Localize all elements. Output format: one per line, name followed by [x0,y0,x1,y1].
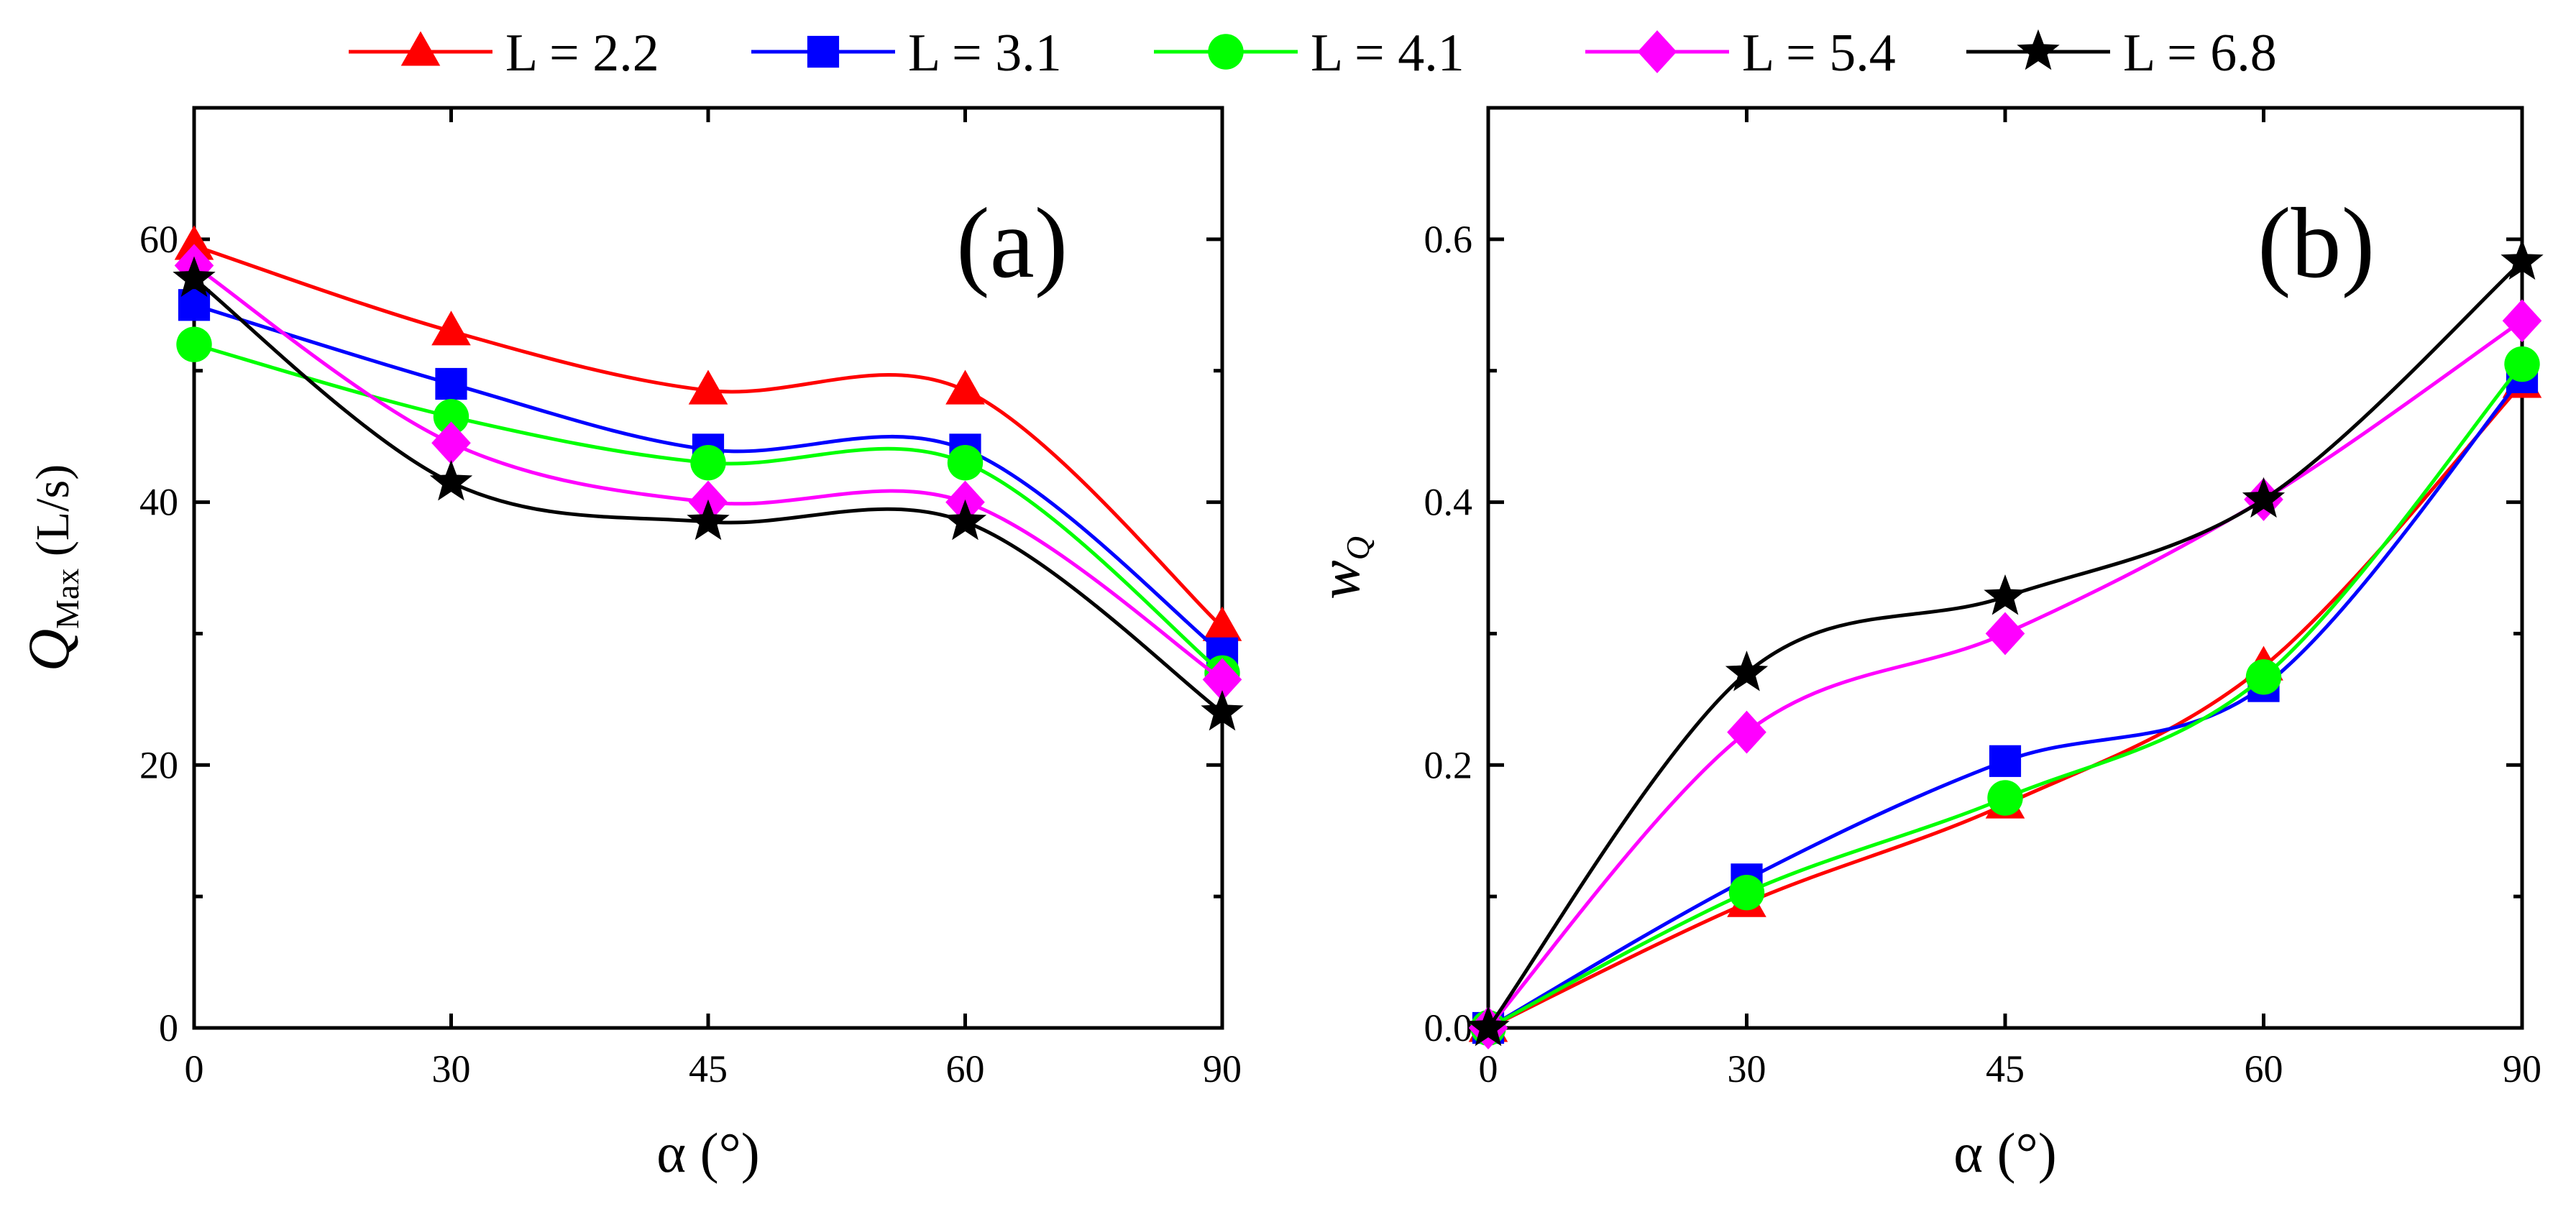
series-l-6-8 [173,256,1244,731]
series-l-3-1 [1472,361,2539,1044]
y-axis-label-main: Q [16,629,81,671]
data-point-l-4-1-30 [433,399,469,435]
data-point-l-5-4-45 [1985,612,2025,656]
data-point-l-4-1-30 [1728,874,1765,911]
series-l-5-4 [1468,299,2542,1049]
legend-entry-l-4-1: L = 4.1 [1154,24,1465,83]
series-l-4-1 [1470,346,2540,1046]
data-point-l-6-8-90 [1201,689,1244,731]
data-point-l-6-8-0 [1467,1005,1510,1047]
legend-entry-l-6-8: L = 6.8 [1966,24,2277,83]
panel-b: 0 30 45 60 90 0.0 0.2 0.4 0.6 α (°) wQ (b) [1306,106,2544,1184]
data-point-l-5-4-90 [2502,299,2542,343]
data-point-l-4-1-0 [176,326,212,362]
data-point-l-4-1-60 [2245,659,2282,695]
data-point-l-4-1-60 [947,445,984,481]
data-point-l-2-2-45 [688,369,728,405]
data-point-l-6-8-30 [1725,651,1769,692]
y-tick-label-40: 40 [139,481,178,524]
data-point-l-3-1-45 [1989,745,2022,777]
panel-label: (b) [2258,188,2375,299]
x-tick-label-90: 90 [2503,1047,2541,1090]
x-tick-label-30: 30 [432,1047,471,1090]
panel-a: 0 30 45 60 90 0 20 40 60 α (°) QMax (L/s) (a) [16,106,1244,1184]
x-tick-label-90: 90 [1203,1047,1242,1090]
legend-marker-triangle [400,31,441,66]
data-point-l-6-8-60 [2242,477,2286,518]
y-tick-label-0-4: 0.4 [1424,481,1473,524]
data-point-l-4-1-45 [690,445,726,481]
x-axis-label: α (°) [1953,1121,2057,1184]
x-axis-label: α (°) [656,1121,760,1184]
legend-marker-square [807,35,840,68]
data-point-l-4-1-90 [2504,346,2540,382]
legend-label: L = 6.8 [2123,24,2277,83]
x-tick-label-60: 60 [2245,1047,2283,1090]
legend-marker-diamond [1637,30,1677,73]
data-point-l-2-2-60 [945,369,985,405]
series-line [1487,319,2524,1029]
x-tick-label-60: 60 [946,1047,985,1090]
x-tick-label-45: 45 [689,1047,728,1090]
legend-label: L = 5.4 [1742,24,1896,83]
series-line [1487,382,2524,1030]
legend-entry-l-3-1: L = 3.1 [751,24,1062,83]
data-point-l-2-2-90 [1202,606,1242,641]
data-point-l-6-8-0 [173,256,216,297]
data-point-l-5-4-30 [431,421,471,465]
plot-frame [192,106,1224,1030]
data-point-l-6-8-90 [2501,239,2544,280]
legend-label: L = 3.1 [908,24,1062,83]
legend-entry-l-2-2: L = 2.2 [349,24,659,83]
y-axis-label-sub: Max [49,569,86,629]
data-point-l-4-1-45 [1987,780,2023,816]
data-point-l-6-8-45 [1984,574,2027,615]
y-tick-label-60: 60 [139,218,178,261]
data-point-l-6-8-60 [943,499,987,541]
y-axis-label: QMax (L/s) [16,464,86,671]
panel-label: (a) [956,188,1068,299]
x-tick-label-0: 0 [1479,1047,1498,1090]
y-tick-label-0-6: 0.6 [1424,218,1473,261]
data-point-l-2-2-0 [174,225,214,260]
y-axis-label-sub: Q [1339,536,1376,560]
legend: L = 2.2 L = 3.1 L = 4.1 L = 5.4 L = 6.8 [349,24,2277,83]
y-tick-label-20: 20 [139,743,178,786]
legend-label: L = 4.1 [1311,24,1465,83]
series-l-2-2 [174,225,1242,641]
data-point-l-6-8-30 [429,459,473,501]
series-line [1487,362,2524,1030]
y-axis-label-main: w [1306,560,1372,599]
y-axis-label-unit: (L/s) [27,464,79,569]
data-point-l-5-4-90 [1202,658,1242,702]
legend-marker-circle [1208,34,1244,70]
series-l-2-2 [1468,363,2542,1042]
y-tick-label-0-0: 0.0 [1424,1006,1473,1049]
data-point-l-6-8-45 [687,499,730,541]
data-point-l-3-1-30 [435,367,467,400]
legend-label: L = 2.2 [505,24,659,83]
data-point-l-2-2-30 [431,311,471,346]
series-l-6-8 [1467,239,2544,1047]
x-tick-label-30: 30 [1728,1047,1766,1090]
x-tick-label-0: 0 [185,1047,204,1090]
y-tick-label-0: 0 [159,1006,178,1049]
y-tick-label-0-2: 0.2 [1424,743,1473,786]
x-tick-label-45: 45 [1986,1047,2025,1090]
legend-marker-star [2017,29,2060,70]
legend-entry-l-5-4: L = 5.4 [1585,24,1896,83]
y-axis-label: wQ [1306,536,1376,599]
data-point-l-5-4-30 [1727,710,1766,754]
series-line [1487,376,2524,1030]
